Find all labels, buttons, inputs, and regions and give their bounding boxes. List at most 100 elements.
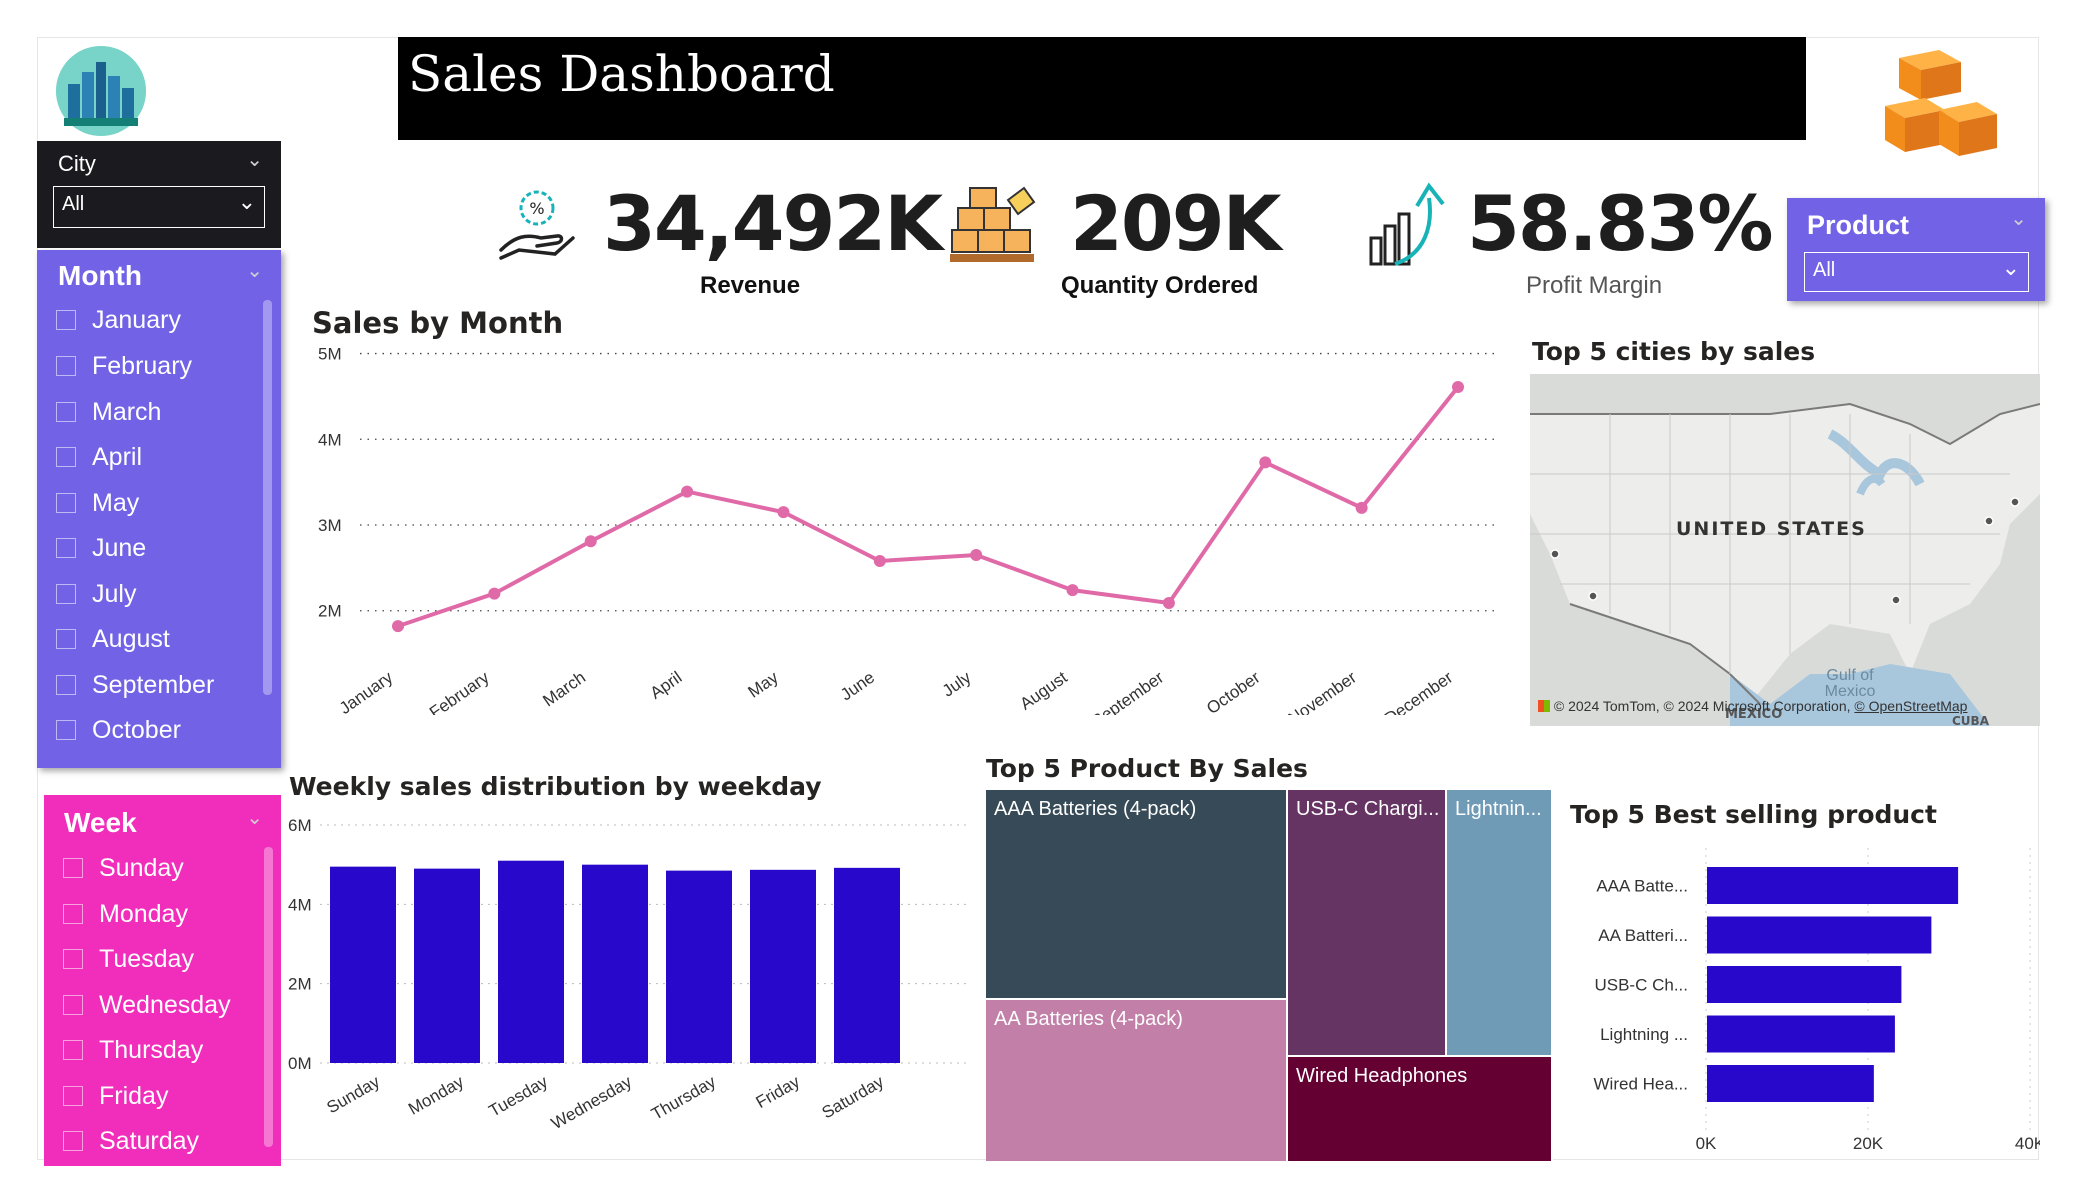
y-tick-label: Lightning ... xyxy=(1600,1025,1688,1044)
checkbox[interactable] xyxy=(63,1040,83,1060)
checkbox[interactable] xyxy=(63,904,83,924)
chevron-down-icon: ⌄ xyxy=(2001,255,2020,280)
product-treemap[interactable]: AAA Batteries (4-pack) AA Batteries (4-p… xyxy=(986,790,1553,1163)
y-tick-label: 4M xyxy=(288,895,312,914)
treemap-cell[interactable]: Lightnin... xyxy=(1447,790,1553,1057)
checkbox[interactable] xyxy=(56,629,76,649)
y-tick-label: 5M xyxy=(318,345,342,364)
y-tick-label: USB-C Ch... xyxy=(1594,976,1688,995)
checkbox[interactable] xyxy=(56,538,76,558)
month-item-october[interactable]: October xyxy=(56,710,181,750)
checkbox[interactable] xyxy=(63,1086,83,1106)
x-tick-label: Sunday xyxy=(324,1072,384,1118)
checkbox[interactable] xyxy=(56,584,76,604)
week-item-label: Tuesday xyxy=(99,944,194,973)
month-item-june[interactable]: June xyxy=(56,528,146,568)
us-map[interactable]: UNITED STATES Gulf of Mexico MEXICO CUBA… xyxy=(1530,374,2040,726)
checkbox[interactable] xyxy=(56,675,76,695)
checkbox[interactable] xyxy=(56,402,76,422)
week-item-label: Thursday xyxy=(99,1035,204,1064)
chevron-down-icon[interactable]: ⌄ xyxy=(2010,206,2027,230)
weekly-chart-title: Weekly sales distribution by weekday xyxy=(289,772,822,801)
week-item-friday[interactable]: Friday xyxy=(63,1076,168,1116)
microsoft-logo-icon xyxy=(1538,700,1550,712)
month-item-february[interactable]: February xyxy=(56,346,192,386)
x-tick-label: Tuesday xyxy=(486,1072,552,1121)
checkbox[interactable] xyxy=(63,949,83,969)
bar xyxy=(1707,1015,1895,1053)
month-item-august[interactable]: August xyxy=(56,619,170,659)
sales-by-month-chart[interactable]: 2M 3M 4M 5M January February March April May June… xyxy=(300,345,1510,715)
checkbox[interactable] xyxy=(56,356,76,376)
week-slicer: Week ⌄ Sunday Monday Tuesday Wednesday T… xyxy=(44,795,281,1166)
checkbox[interactable] xyxy=(56,447,76,467)
week-item-label: Friday xyxy=(99,1081,169,1110)
chevron-down-icon[interactable]: ⌄ xyxy=(246,147,263,171)
month-item-may[interactable]: May xyxy=(56,483,139,523)
month-item-april[interactable]: April xyxy=(56,437,142,477)
best-selling-chart[interactable]: 0K 20K 40K AAA Batte... AA Batteri... USB-C C… xyxy=(1560,840,2040,1160)
data-point xyxy=(777,506,790,519)
openstreetmap-link[interactable]: © OpenStreetMap xyxy=(1854,698,1968,714)
title-bar: Sales Dashboard xyxy=(398,37,1806,140)
y-tick-label: AA Batteri... xyxy=(1598,926,1688,945)
y-tick-label: 6M xyxy=(288,816,312,835)
month-item-label: May xyxy=(92,488,140,517)
month-item-march[interactable]: March xyxy=(56,392,161,432)
x-tick-label: March xyxy=(539,668,589,711)
data-point xyxy=(1355,501,1368,514)
city-slicer: City ⌄ All ⌄ xyxy=(37,141,281,248)
x-tick-label: November xyxy=(1285,668,1360,715)
checkbox[interactable] xyxy=(63,995,83,1015)
x-tick-label: June xyxy=(837,668,878,705)
x-tick-label: 0K xyxy=(1696,1134,1717,1153)
x-tick-label: Wednesday xyxy=(548,1072,635,1133)
x-tick-label: January xyxy=(336,667,397,715)
treemap-cell[interactable]: AAA Batteries (4-pack) xyxy=(986,790,1288,1000)
week-item-sunday[interactable]: Sunday xyxy=(63,848,184,888)
chevron-down-icon[interactable]: ⌄ xyxy=(246,805,263,829)
bar xyxy=(1707,916,1932,954)
treemap-cell[interactable]: AA Batteries (4-pack) xyxy=(986,1000,1288,1163)
data-point xyxy=(488,587,501,600)
x-tick-label: February xyxy=(426,667,493,715)
x-tick-label: Friday xyxy=(753,1072,804,1112)
checkbox[interactable] xyxy=(56,493,76,513)
week-item-monday[interactable]: Monday xyxy=(63,894,188,934)
week-item-saturday[interactable]: Saturday xyxy=(63,1121,199,1161)
month-scrollbar[interactable] xyxy=(263,300,272,695)
week-scrollbar[interactable] xyxy=(264,847,273,1147)
x-tick-label: October xyxy=(1203,668,1264,715)
chevron-down-icon[interactable]: ⌄ xyxy=(246,258,263,282)
checkbox[interactable] xyxy=(56,720,76,740)
x-tick-label: December xyxy=(1381,668,1456,715)
data-point xyxy=(681,485,694,498)
checkbox[interactable] xyxy=(63,1131,83,1151)
product-dropdown-value: All xyxy=(1813,259,1836,281)
city-dropdown[interactable]: All ⌄ xyxy=(53,186,265,228)
month-slicer: Month ⌄ January February March April May… xyxy=(37,250,281,768)
week-item-wednesday[interactable]: Wednesday xyxy=(63,985,231,1025)
treemap-cell[interactable]: USB-C Chargi... xyxy=(1288,790,1447,1057)
treemap-cell[interactable]: Wired Headphones xyxy=(1288,1057,1553,1163)
map-attribution-text: © 2024 TomTom, © 2024 Microsoft Corporat… xyxy=(1553,698,1851,714)
month-item-july[interactable]: July xyxy=(56,574,136,614)
checkbox[interactable] xyxy=(56,310,76,330)
page-title: Sales Dashboard xyxy=(408,45,835,103)
data-point xyxy=(873,555,886,567)
y-tick-label: 2M xyxy=(318,602,342,621)
data-point xyxy=(1162,597,1175,609)
checkbox[interactable] xyxy=(63,858,83,878)
data-point xyxy=(1066,584,1079,597)
week-item-tuesday[interactable]: Tuesday xyxy=(63,939,194,979)
week-item-thursday[interactable]: Thursday xyxy=(63,1030,203,1070)
month-item-january[interactable]: January xyxy=(56,300,181,340)
profit-margin-value: 58.83% xyxy=(1467,179,1774,268)
month-item-september[interactable]: September xyxy=(56,665,214,705)
product-dropdown[interactable]: All ⌄ xyxy=(1804,252,2029,292)
x-tick-label: May xyxy=(745,667,783,701)
week-item-label: Sunday xyxy=(99,853,184,882)
bar xyxy=(1707,867,1959,904)
treemap-cell-label: Wired Headphones xyxy=(1296,1065,1468,1087)
